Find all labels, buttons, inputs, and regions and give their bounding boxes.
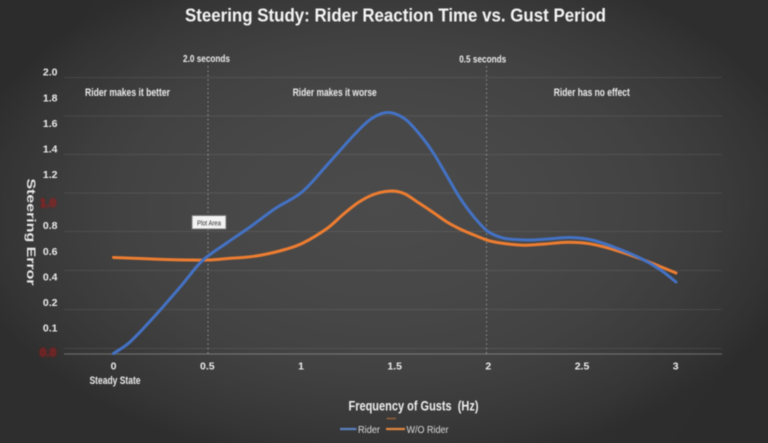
svg-text:Steering Study: Rider Reaction: Steering Study: Rider Reaction Time vs. …	[185, 6, 606, 26]
svg-text:Rider: Rider	[358, 424, 380, 436]
svg-text:2.5: 2.5	[575, 361, 590, 373]
svg-text:Plot Area: Plot Area	[197, 221, 221, 228]
svg-text:2.0 seconds: 2.0 seconds	[183, 53, 230, 65]
svg-text:0.0: 0.0	[40, 345, 57, 359]
svg-text:1.0: 1.0	[40, 196, 57, 210]
svg-text:Rider has no effect: Rider has no effect	[554, 87, 630, 99]
svg-text:2: 2	[485, 361, 491, 373]
svg-text:Steering Error: Steering Error	[24, 179, 38, 286]
svg-text:0.8: 0.8	[43, 220, 58, 232]
svg-text:1.4: 1.4	[43, 144, 58, 156]
svg-text:3: 3	[673, 361, 679, 373]
svg-text:1: 1	[298, 361, 304, 373]
svg-text:1.2: 1.2	[43, 169, 58, 181]
svg-text:0: 0	[111, 361, 117, 373]
svg-text:2.0: 2.0	[43, 67, 58, 79]
svg-text:0.6: 0.6	[43, 246, 58, 258]
svg-text:1.8: 1.8	[43, 92, 58, 104]
svg-text:0.1: 0.1	[43, 323, 58, 335]
svg-text:W/O Rider: W/O Rider	[407, 424, 449, 436]
svg-text:Rider makes it worse: Rider makes it worse	[293, 87, 377, 99]
svg-text:Steady State: Steady State	[90, 375, 141, 387]
svg-text:1.5: 1.5	[387, 361, 402, 373]
svg-text:0.5: 0.5	[200, 361, 215, 373]
svg-text:0.5 seconds: 0.5 seconds	[459, 54, 506, 66]
svg-text:Rider makes it better: Rider makes it better	[85, 87, 171, 99]
svg-text:1.6: 1.6	[43, 118, 58, 130]
svg-text:0.4: 0.4	[43, 271, 58, 283]
svg-text:Frequency of Gusts (Hz): Frequency of Gusts (Hz)	[349, 399, 479, 414]
svg-text:0.2: 0.2	[43, 297, 58, 309]
